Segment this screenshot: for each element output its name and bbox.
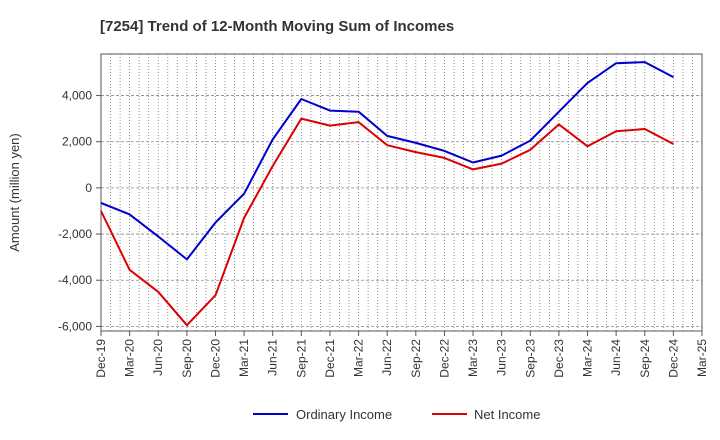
y-tick-label: -2,000: [58, 227, 92, 241]
x-tick-label: Jun-21: [266, 339, 280, 376]
plot-background: [101, 54, 702, 331]
x-tick-label: Dec-23: [552, 339, 566, 378]
x-tick-label: Sep-20: [180, 339, 194, 378]
series-line-ordinary-income: [100, 61, 674, 261]
x-tick-label: Mar-24: [581, 339, 595, 377]
y-tick-label: 0: [85, 181, 92, 195]
legend: Ordinary Income Net Income: [253, 407, 540, 422]
y-tick-label: -4,000: [58, 273, 92, 287]
plot-border: [100, 53, 703, 332]
x-tick-label: Jun-20: [151, 339, 165, 376]
x-tick-label: Sep-23: [523, 339, 537, 378]
x-tick-label: Dec-22: [437, 339, 451, 378]
x-tick-label: Jun-23: [495, 339, 509, 376]
x-tick-label: Mar-21: [237, 339, 251, 377]
y-tick-label: 4,000: [62, 89, 92, 103]
x-tick-label: Sep-24: [638, 339, 652, 378]
x-tick-label: Dec-20: [208, 339, 222, 378]
x-tick-label: Sep-21: [294, 339, 308, 378]
x-tick-label: Mar-20: [123, 339, 137, 377]
series-line-net-income: [100, 117, 674, 327]
y-tick-label: 2,000: [62, 135, 92, 149]
x-tick-label: Mar-23: [466, 339, 480, 377]
x-tick-label: Dec-21: [323, 339, 337, 378]
x-tick-label: Jun-24: [609, 339, 623, 376]
chart-title: [7254] Trend of 12-Month Moving Sum of I…: [100, 18, 454, 35]
x-tick-label: Sep-22: [409, 339, 423, 378]
legend-label-net-income: Net Income: [474, 407, 540, 422]
legend-label-ordinary-income: Ordinary Income: [296, 407, 392, 422]
y-tick-label: -6,000: [58, 319, 92, 333]
x-tick-label: Mar-22: [352, 339, 366, 377]
y-axis-label: Amount (million yen): [7, 133, 22, 252]
x-tick-label: Dec-19: [94, 339, 108, 378]
plot-area: -6,000 -4,000 -2,000 0 2,000 4,000 Dec-19 Mar-2…: [58, 53, 709, 378]
x-tick-label: Jun-22: [380, 339, 394, 376]
x-tick-label: Dec-24: [666, 339, 680, 378]
x-tick-label: Mar-25: [695, 339, 709, 377]
